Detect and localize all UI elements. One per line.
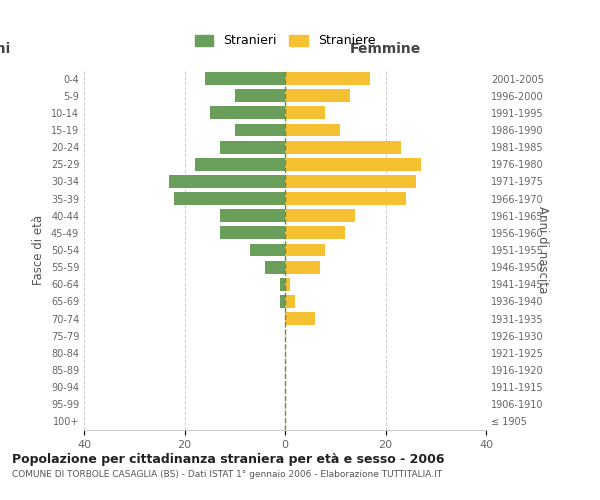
- Bar: [194, 158, 285, 170]
- Bar: [209, 106, 285, 120]
- Bar: [285, 158, 421, 170]
- Text: COMUNE DI TORBOLE CASAGLIA (BS) - Dati ISTAT 1° gennaio 2006 - Elaborazione TUTT: COMUNE DI TORBOLE CASAGLIA (BS) - Dati I…: [12, 470, 442, 479]
- Bar: [285, 260, 320, 274]
- Bar: [285, 175, 416, 188]
- Bar: [285, 140, 401, 153]
- Bar: [280, 278, 285, 290]
- Bar: [220, 140, 285, 153]
- Bar: [280, 295, 285, 308]
- Text: Femmine: Femmine: [350, 42, 421, 56]
- Y-axis label: Fasce di età: Fasce di età: [32, 215, 45, 285]
- Bar: [285, 295, 295, 308]
- Bar: [235, 124, 285, 136]
- Y-axis label: Anni di nascita: Anni di nascita: [536, 206, 549, 294]
- Bar: [220, 210, 285, 222]
- Bar: [205, 72, 285, 85]
- Bar: [285, 192, 406, 205]
- Bar: [285, 72, 370, 85]
- Text: Maschi: Maschi: [0, 42, 11, 56]
- Bar: [265, 260, 285, 274]
- Bar: [285, 124, 340, 136]
- Legend: Stranieri, Straniere: Stranieri, Straniere: [190, 30, 380, 52]
- Bar: [175, 192, 285, 205]
- Bar: [285, 312, 315, 325]
- Bar: [285, 226, 346, 239]
- Bar: [285, 278, 290, 290]
- Bar: [250, 244, 285, 256]
- Bar: [285, 90, 350, 102]
- Bar: [235, 90, 285, 102]
- Bar: [220, 226, 285, 239]
- Text: Popolazione per cittadinanza straniera per età e sesso - 2006: Popolazione per cittadinanza straniera p…: [12, 452, 445, 466]
- Bar: [169, 175, 285, 188]
- Bar: [285, 210, 355, 222]
- Bar: [285, 106, 325, 120]
- Bar: [285, 244, 325, 256]
